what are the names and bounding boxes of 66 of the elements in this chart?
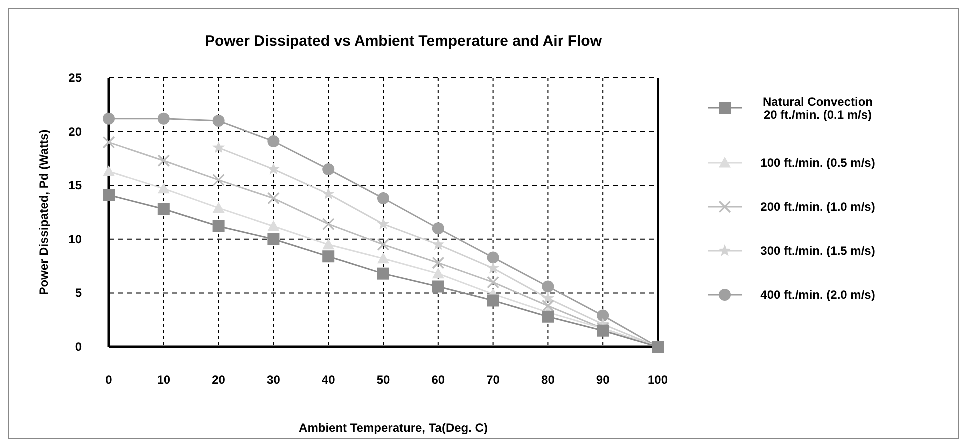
x-tick-label: 70	[486, 373, 500, 387]
x-tick-label: 0	[106, 373, 113, 387]
point	[268, 135, 280, 148]
y-tick-label: 20	[68, 124, 82, 139]
point	[322, 188, 335, 200]
point	[542, 292, 554, 304]
point	[487, 262, 500, 274]
x-tick-label: 20	[212, 373, 226, 387]
y-tick-label: 15	[68, 178, 82, 193]
point	[542, 310, 554, 323]
point	[158, 203, 170, 216]
x-tick-label: 90	[596, 373, 610, 387]
point	[542, 300, 554, 312]
point	[432, 280, 444, 293]
x-tick-label: 10	[157, 373, 171, 387]
x-tick-label: 30	[267, 373, 281, 387]
point	[103, 112, 115, 125]
point	[322, 218, 335, 230]
point	[487, 276, 500, 288]
point	[322, 250, 335, 263]
y-axis-title: Power Dissipated, Pd (Watts)	[37, 130, 51, 296]
point	[378, 192, 390, 205]
point	[487, 252, 500, 264]
point	[212, 220, 225, 232]
point	[212, 141, 226, 154]
point	[103, 189, 115, 202]
legend-label: 400 ft./min. (2.0 m/s)	[760, 288, 876, 302]
point	[267, 162, 280, 175]
point	[158, 182, 170, 194]
legend-label: 200 ft./min. (1.0 m/s)	[760, 200, 876, 214]
point	[103, 166, 115, 176]
legend-label: Natural Convection 20 ft./min. (0.1 m/s)	[762, 95, 874, 122]
point	[158, 154, 170, 167]
point	[377, 218, 390, 230]
point	[322, 238, 335, 250]
y-tick-label: 0	[75, 340, 82, 354]
point	[212, 202, 225, 213]
point	[432, 238, 445, 250]
x-tick-label: 100	[648, 373, 668, 387]
point	[597, 310, 610, 322]
x-tick-label: 40	[322, 373, 336, 387]
point	[378, 268, 390, 280]
point	[432, 257, 444, 270]
y-tick-label: 10	[68, 232, 82, 246]
x-axis-title: Ambient Temperature, Ta(Deg. C)	[299, 421, 488, 435]
point	[378, 252, 390, 264]
point	[432, 268, 444, 279]
legend-label: 100 ft./min. (0.5 m/s)	[760, 156, 876, 170]
x-tick-label: 80	[542, 373, 556, 387]
chart-title: Power Dissipated vs Ambient Temperature and Air Flow	[204, 33, 602, 50]
x-tick-label: 60	[432, 373, 446, 387]
legend-label: 300 ft./min. (1.5 m/s)	[760, 244, 876, 258]
x-tick-label: 50	[376, 373, 390, 387]
point	[268, 233, 280, 246]
point	[103, 136, 115, 149]
point	[542, 280, 554, 293]
y-tick-label: 5	[75, 286, 82, 300]
point	[212, 174, 225, 186]
point	[268, 220, 280, 232]
point	[268, 192, 280, 205]
y-tick-label: 25	[68, 71, 82, 85]
point	[432, 222, 444, 235]
point	[487, 294, 500, 307]
point	[158, 112, 170, 125]
point	[322, 163, 335, 176]
point	[212, 115, 225, 128]
